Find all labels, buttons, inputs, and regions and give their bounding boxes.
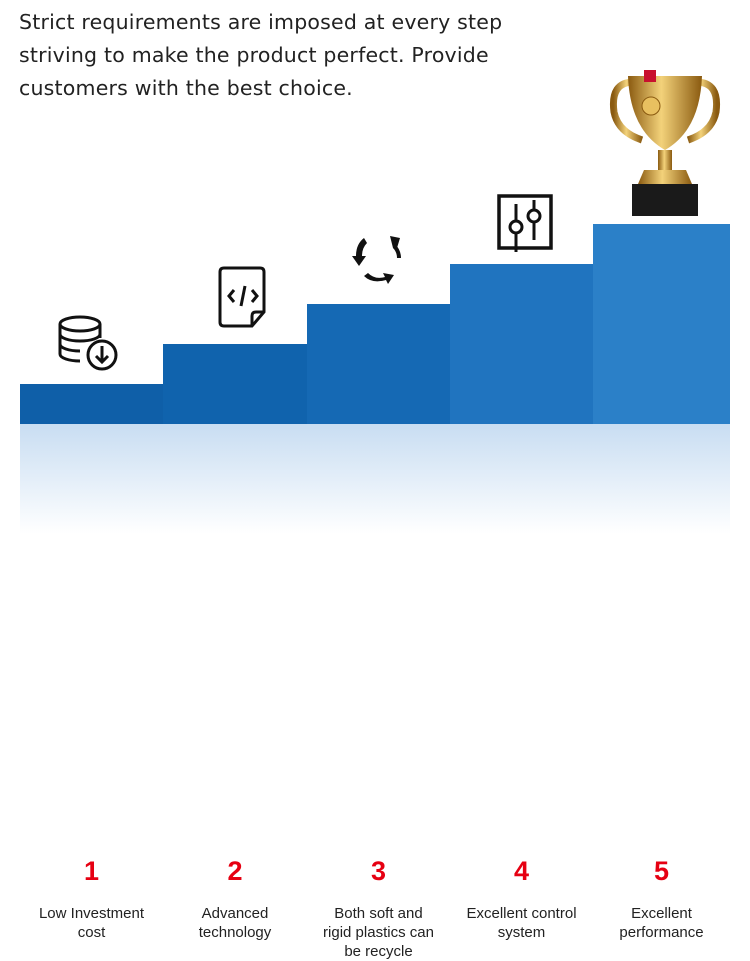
- trophy-icon: [609, 70, 721, 216]
- step-label: Advanced technology: [198, 905, 272, 941]
- step-1: 1 Low Investment cost: [20, 424, 163, 941]
- recycle-arrows-icon: [352, 236, 401, 284]
- step-number: 1: [83, 856, 100, 886]
- step-2: 2 Advanced technology: [163, 424, 307, 941]
- step-number: 5: [653, 856, 670, 886]
- database-download-icon: [58, 315, 118, 371]
- step-label: Excellent control system: [466, 905, 577, 941]
- step-4: 4 Excellent control system: [450, 424, 593, 941]
- sliders-icon: [497, 194, 553, 252]
- step-bar-2: [163, 344, 307, 424]
- step-bar-1: [20, 384, 163, 424]
- step-label: Excellent performance: [619, 905, 704, 941]
- step-number: 2: [227, 856, 243, 886]
- intro-text: Strict requirements are imposed at every…: [19, 10, 503, 100]
- step-bar-4: [450, 264, 593, 424]
- step-bar-3: [307, 304, 450, 424]
- step-bar-5: [593, 224, 730, 424]
- code-file-icon: [218, 266, 266, 328]
- step-label: Low Investment cost: [38, 905, 145, 941]
- step-number: 3: [370, 856, 387, 886]
- step-number: 4: [513, 856, 530, 886]
- step-3: 3 Both soft and rigid plastics can be rec…: [307, 424, 450, 960]
- step-label: Both soft and rigid plastics can be recy…: [323, 905, 434, 960]
- step-5: 5 Excellent performance: [593, 424, 730, 941]
